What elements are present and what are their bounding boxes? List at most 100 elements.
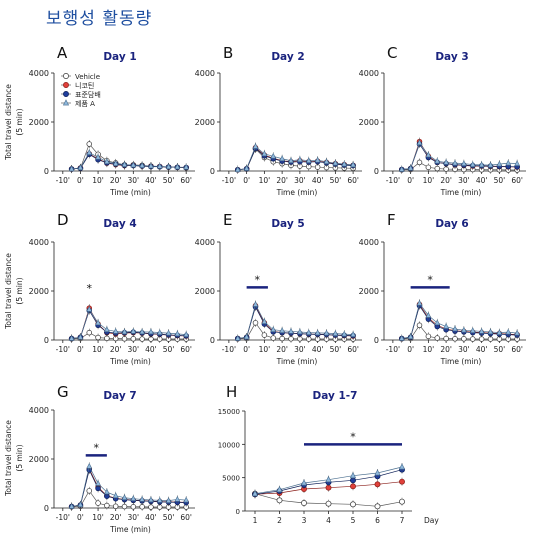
data-point bbox=[139, 336, 145, 342]
panel-b: B Day 2 0 2000 4000 -10' 0' 10' 20' 30' 40' 50' 60' T… bbox=[195, 44, 362, 197]
x-tick-label: 20' bbox=[440, 176, 452, 185]
data-point bbox=[478, 336, 485, 342]
x-axis-label: Time (min) bbox=[109, 357, 151, 366]
data-point bbox=[103, 158, 110, 164]
x-tick-label: 6 bbox=[375, 516, 380, 525]
y-tick-label: 2000 bbox=[195, 118, 215, 127]
data-point bbox=[514, 160, 521, 166]
y-tick-label: 2000 bbox=[195, 287, 215, 296]
data-point bbox=[350, 483, 356, 490]
legend-label: 표준담배 bbox=[75, 90, 101, 99]
panel-letter: C bbox=[387, 44, 397, 62]
data-point bbox=[243, 333, 250, 340]
data-point bbox=[407, 333, 414, 340]
data-point bbox=[300, 479, 308, 486]
data-point bbox=[323, 329, 330, 336]
data-point bbox=[470, 336, 476, 342]
x-tick-label: 50' bbox=[163, 176, 175, 185]
data-point bbox=[487, 328, 494, 335]
x-tick-label: 10' bbox=[259, 176, 271, 185]
data-point bbox=[443, 322, 450, 329]
y-tick-label: 4000 bbox=[29, 238, 49, 247]
x-tick-label: 7 bbox=[400, 516, 405, 525]
data-point bbox=[63, 91, 69, 97]
legend-label: Vehicle bbox=[75, 73, 100, 81]
x-tick-label: 20' bbox=[110, 345, 122, 354]
data-point bbox=[95, 153, 101, 160]
data-point bbox=[156, 162, 163, 169]
data-point bbox=[399, 498, 405, 505]
x-tick-label: 4 bbox=[326, 516, 331, 525]
data-point bbox=[279, 327, 286, 333]
panel-letter: H bbox=[226, 383, 237, 401]
x-axis-label: Time (min) bbox=[276, 357, 318, 366]
panel-letter: B bbox=[223, 44, 233, 62]
data-point bbox=[148, 162, 154, 169]
data-point bbox=[514, 329, 521, 336]
panel-letter: A bbox=[57, 44, 68, 62]
panel-d: D Day 4 0 2000 4000 -10' 0' 10' 20' 30' 40' 50' 60' T… bbox=[4, 211, 195, 366]
data-point bbox=[68, 334, 75, 341]
data-point bbox=[130, 336, 137, 342]
x-tick-label: 60' bbox=[511, 345, 523, 354]
panel-title: Day 6 bbox=[435, 218, 468, 230]
panel-title: Day 7 bbox=[103, 390, 136, 402]
y-tick-label: 4000 bbox=[29, 69, 49, 78]
data-point bbox=[62, 99, 70, 106]
panel-letter: F bbox=[387, 211, 396, 229]
y-tick-label: 10000 bbox=[218, 441, 240, 449]
y-tick-label: 0 bbox=[374, 167, 379, 176]
data-point bbox=[496, 160, 503, 167]
data-point bbox=[452, 159, 458, 166]
x-axis-label: Day bbox=[424, 516, 439, 525]
data-point bbox=[270, 335, 277, 341]
y-axis-label: (5 min) bbox=[15, 108, 24, 135]
data-point bbox=[86, 488, 92, 494]
y-axis-label: (5 min) bbox=[15, 444, 24, 471]
x-tick-label: 50' bbox=[163, 513, 175, 522]
x-tick-label: 10' bbox=[92, 513, 104, 522]
x-tick-label: 10' bbox=[92, 176, 104, 185]
data-point bbox=[139, 495, 146, 502]
data-point bbox=[460, 326, 467, 333]
data-point bbox=[325, 475, 332, 483]
data-point bbox=[77, 164, 84, 171]
data-point bbox=[505, 159, 512, 166]
y-tick-label: 15000 bbox=[218, 408, 240, 416]
x-tick-label: 40' bbox=[145, 345, 157, 354]
data-point bbox=[95, 500, 101, 506]
data-point bbox=[139, 328, 146, 335]
data-point bbox=[252, 320, 259, 326]
x-tick-label: 50' bbox=[330, 345, 342, 354]
y-tick-label: 2000 bbox=[29, 455, 49, 464]
significance-star: * bbox=[94, 441, 100, 454]
data-point bbox=[469, 161, 476, 167]
x-tick-label: 20' bbox=[276, 176, 288, 185]
data-point bbox=[296, 156, 303, 162]
data-point bbox=[296, 328, 303, 335]
significance-star: * bbox=[255, 273, 261, 286]
data-point bbox=[425, 311, 432, 318]
data-point bbox=[332, 330, 339, 336]
x-axis-label: Time (min) bbox=[440, 357, 482, 366]
x-axis-label: Time (min) bbox=[276, 188, 318, 197]
data-point bbox=[77, 501, 84, 508]
data-point bbox=[487, 161, 494, 168]
data-point bbox=[183, 163, 190, 170]
y-axis-label: Total travel distance bbox=[4, 253, 13, 330]
data-point bbox=[349, 471, 357, 479]
x-tick-label: 50' bbox=[494, 176, 506, 185]
x-tick-label: 10' bbox=[423, 345, 435, 354]
panel-letter: D bbox=[57, 211, 69, 229]
x-tick-label: 10' bbox=[259, 345, 271, 354]
x-axis-label: Time (min) bbox=[109, 188, 151, 197]
data-point bbox=[243, 164, 250, 171]
data-point bbox=[341, 330, 348, 337]
data-point bbox=[261, 150, 268, 157]
data-point bbox=[398, 463, 406, 470]
data-point bbox=[398, 165, 405, 172]
data-point bbox=[314, 329, 321, 336]
y-tick-label: 4000 bbox=[195, 238, 215, 247]
y-tick-label: 2000 bbox=[359, 118, 379, 127]
